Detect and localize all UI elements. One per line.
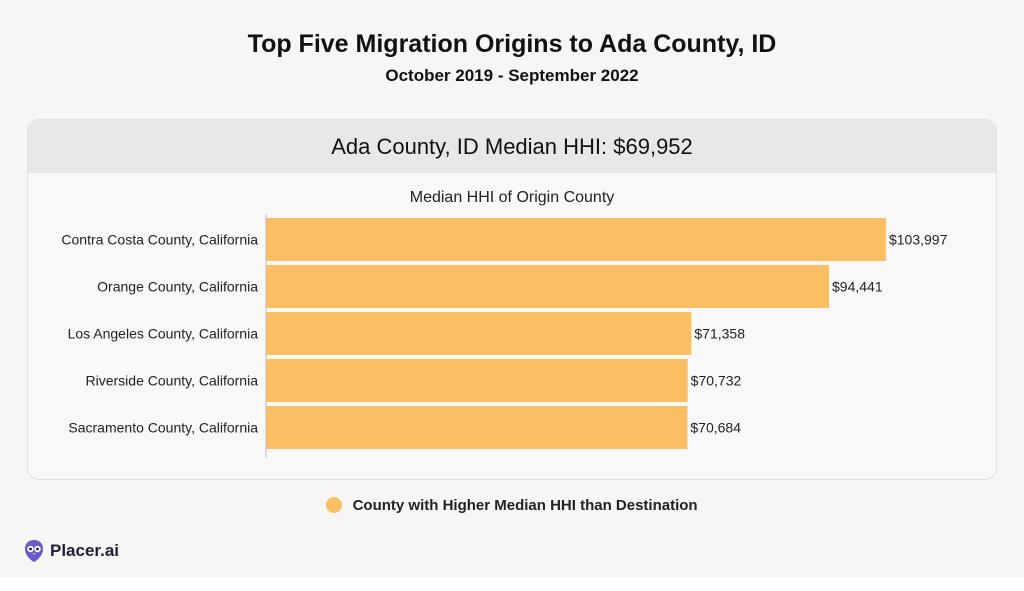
category-label: Orange County, California (97, 279, 258, 295)
legend: County with Higher Median HHI than Desti… (0, 497, 1024, 514)
bar (266, 406, 688, 449)
category-label: Los Angeles County, California (68, 326, 259, 342)
brand-logo: Placer.ai (24, 539, 119, 563)
value-label: $103,997 (889, 232, 948, 248)
placer-owl-icon (25, 540, 43, 562)
bar-chart: Median HHI of Origin County Contra Costa … (61, 189, 948, 458)
brand-name: Placer.ai (50, 541, 120, 560)
bar (266, 218, 886, 261)
chart-inner-title: Median HHI of Origin County (410, 189, 615, 206)
chart-subtitle: October 2019 - September 2022 (385, 66, 639, 85)
value-label: $70,732 (691, 373, 742, 389)
chart-title: Top Five Migration Origins to Ada County… (247, 30, 777, 58)
bar (266, 359, 688, 402)
category-label: Riverside County, California (86, 373, 259, 389)
bar (266, 312, 692, 355)
value-label: $94,441 (832, 279, 883, 295)
destination-median-hhi: Ada County, ID Median HHI: $69,952 (28, 120, 996, 173)
category-label: Sacramento County, California (68, 420, 258, 436)
legend-label: County with Higher Median HHI than Desti… (352, 497, 698, 514)
chart-canvas: Top Five Migration Origins to Ada County… (0, 30, 1024, 563)
legend-swatch (326, 497, 343, 513)
bar (266, 265, 830, 308)
value-label: $71,358 (694, 326, 745, 342)
value-label: $70,684 (690, 420, 741, 436)
category-label: Contra Costa County, California (61, 232, 258, 248)
